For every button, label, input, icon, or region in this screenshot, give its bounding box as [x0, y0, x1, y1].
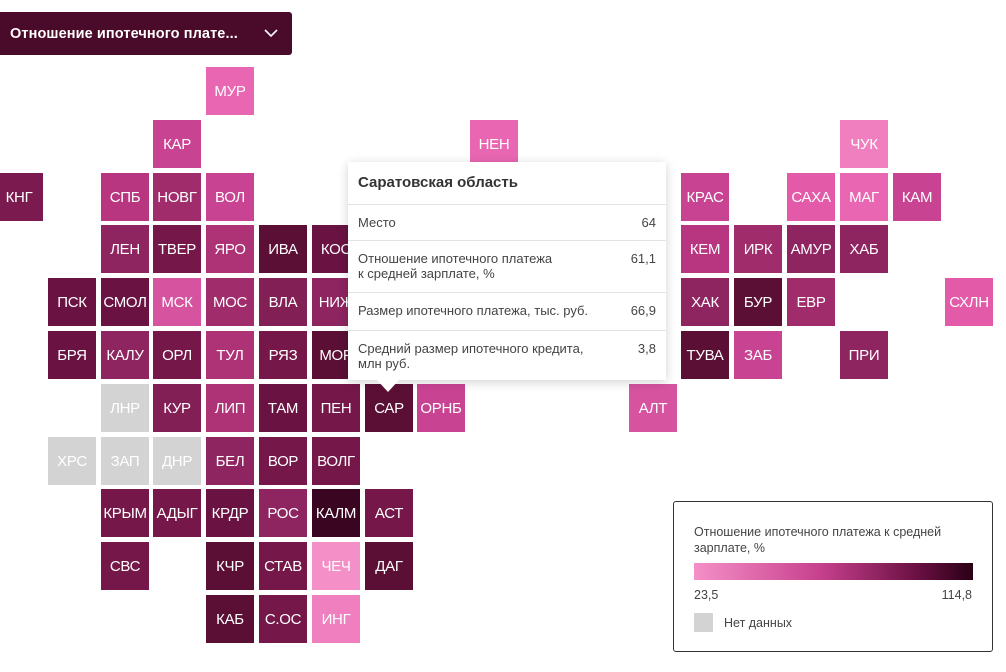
region-tile-там[interactable]: ТАМ	[259, 384, 307, 432]
region-tile-волг[interactable]: ВОЛГ	[312, 437, 360, 485]
region-tile-крас[interactable]: КРАС	[681, 173, 729, 221]
region-tile-бур[interactable]: БУР	[734, 278, 782, 326]
region-tile-тува[interactable]: ТУВА	[681, 331, 729, 379]
region-tile-саха[interactable]: САХА	[787, 173, 835, 221]
region-tile-лнр[interactable]: ЛНР	[101, 384, 149, 432]
legend-max-value: 114,8	[941, 588, 972, 602]
tooltip-label-ratio: Отношение ипотечного платежа к средней з…	[358, 251, 553, 281]
region-tile-кам[interactable]: КАМ	[893, 173, 941, 221]
region-tile-адыг[interactable]: АДЫГ	[153, 489, 201, 537]
region-tile-ирк[interactable]: ИРК	[734, 225, 782, 273]
region-tile-амур[interactable]: АМУР	[787, 225, 835, 273]
indicator-dropdown[interactable]: Отношение ипотечного плате...	[0, 12, 292, 55]
region-tile-евр[interactable]: ЕВР	[787, 278, 835, 326]
region-tile-мур[interactable]: МУР	[206, 67, 254, 115]
tooltip-pointer	[377, 380, 399, 392]
region-tile-новг[interactable]: НОВГ	[153, 173, 201, 221]
legend-no-data-swatch	[694, 613, 713, 632]
region-tile-крым[interactable]: КРЫМ	[101, 489, 149, 537]
region-tile-свс[interactable]: СВС	[101, 542, 149, 590]
tooltip-row-rank: Место 64	[348, 204, 666, 240]
tooltip-label-rank: Место	[358, 215, 396, 230]
tooltip-label-loan: Средний размер ипотечного кредита, млн р…	[358, 341, 584, 371]
legend-color-scale	[694, 563, 973, 580]
chevron-down-icon	[264, 29, 278, 38]
legend-no-data-label: Нет данных	[724, 616, 793, 630]
legend: Отношение ипотечного платежа к средней з…	[673, 501, 993, 652]
region-tile-смол[interactable]: СМОЛ	[101, 278, 149, 326]
region-tile-сар[interactable]: САР	[365, 384, 413, 432]
region-tile-крдр[interactable]: КРДР	[206, 489, 254, 537]
region-tile-заб[interactable]: ЗАБ	[734, 331, 782, 379]
region-tile-вор[interactable]: ВОР	[259, 437, 307, 485]
region-tile-сос[interactable]: С.ОС	[259, 595, 307, 643]
region-tile-даг[interactable]: ДАГ	[365, 542, 413, 590]
tooltip-row-loan: Средний размер ипотечного кредита, млн р…	[348, 330, 666, 380]
region-tile-инг[interactable]: ИНГ	[312, 595, 360, 643]
region-tile-зап[interactable]: ЗАП	[101, 437, 149, 485]
tooltip-row-payment: Размер ипотечного платежа, тыс. руб. 66,…	[348, 292, 666, 330]
region-tile-хак[interactable]: ХАК	[681, 278, 729, 326]
region-tile-лен[interactable]: ЛЕН	[101, 225, 149, 273]
region-tile-хрс[interactable]: ХРС	[48, 437, 96, 485]
region-tile-вол[interactable]: ВОЛ	[206, 173, 254, 221]
region-tile-хаб[interactable]: ХАБ	[840, 225, 888, 273]
tooltip-value-payment: 66,9	[630, 303, 656, 318]
region-tile-спб[interactable]: СПБ	[101, 173, 149, 221]
region-tile-яро[interactable]: ЯРО	[206, 225, 254, 273]
region-tile-вла[interactable]: ВЛА	[259, 278, 307, 326]
region-tooltip: Саратовская область Место 64 Отношение и…	[348, 162, 666, 380]
region-tile-твер[interactable]: ТВЕР	[153, 225, 201, 273]
tooltip-value-ratio: 61,1	[630, 251, 656, 266]
region-tile-нен[interactable]: НЕН	[470, 120, 518, 168]
region-tile-став[interactable]: СТАВ	[259, 542, 307, 590]
region-tile-алт[interactable]: АЛТ	[629, 384, 677, 432]
tooltip-title: Саратовская область	[358, 174, 518, 191]
region-tile-кчр[interactable]: КЧР	[206, 542, 254, 590]
region-tile-чеч[interactable]: ЧЕЧ	[312, 542, 360, 590]
region-tile-мос[interactable]: МОС	[206, 278, 254, 326]
region-tile-орнб[interactable]: ОРНБ	[417, 384, 465, 432]
region-tile-пен[interactable]: ПЕН	[312, 384, 360, 432]
region-tile-калм[interactable]: КАЛМ	[312, 489, 360, 537]
region-tile-днр[interactable]: ДНР	[153, 437, 201, 485]
dropdown-label: Отношение ипотечного плате...	[10, 25, 238, 42]
region-tile-кем[interactable]: КЕМ	[681, 225, 729, 273]
tooltip-value-loan: 3,8	[637, 341, 656, 356]
region-tile-аст[interactable]: АСТ	[365, 489, 413, 537]
region-tile-лип[interactable]: ЛИП	[206, 384, 254, 432]
tooltip-value-rank: 64	[641, 215, 656, 230]
region-tile-ряз[interactable]: РЯЗ	[259, 331, 307, 379]
legend-title: Отношение ипотечного платежа к средней з…	[694, 525, 942, 555]
region-tile-чук[interactable]: ЧУК	[840, 120, 888, 168]
region-tile-каб[interactable]: КАБ	[206, 595, 254, 643]
region-tile-при[interactable]: ПРИ	[840, 331, 888, 379]
region-tile-пск[interactable]: ПСК	[48, 278, 96, 326]
region-tile-калу[interactable]: КАЛУ	[101, 331, 149, 379]
region-tile-схлн[interactable]: СХЛН	[945, 278, 993, 326]
region-tile-тул[interactable]: ТУЛ	[206, 331, 254, 379]
region-tile-бел[interactable]: БЕЛ	[206, 437, 254, 485]
region-tile-орл[interactable]: ОРЛ	[153, 331, 201, 379]
region-tile-кнг[interactable]: КНГ	[0, 173, 43, 221]
tooltip-row-ratio: Отношение ипотечного платежа к средней з…	[348, 240, 666, 292]
region-tile-ива[interactable]: ИВА	[259, 225, 307, 273]
region-tile-мск[interactable]: МСК	[153, 278, 201, 326]
legend-min-value: 23,5	[694, 588, 719, 602]
tooltip-label-payment: Размер ипотечного платежа, тыс. руб.	[358, 303, 589, 318]
region-tile-рос[interactable]: РОС	[259, 489, 307, 537]
region-tile-кар[interactable]: КАР	[153, 120, 201, 168]
region-tile-кур[interactable]: КУР	[153, 384, 201, 432]
region-tile-бря[interactable]: БРЯ	[48, 331, 96, 379]
region-tile-маг[interactable]: МАГ	[840, 173, 888, 221]
